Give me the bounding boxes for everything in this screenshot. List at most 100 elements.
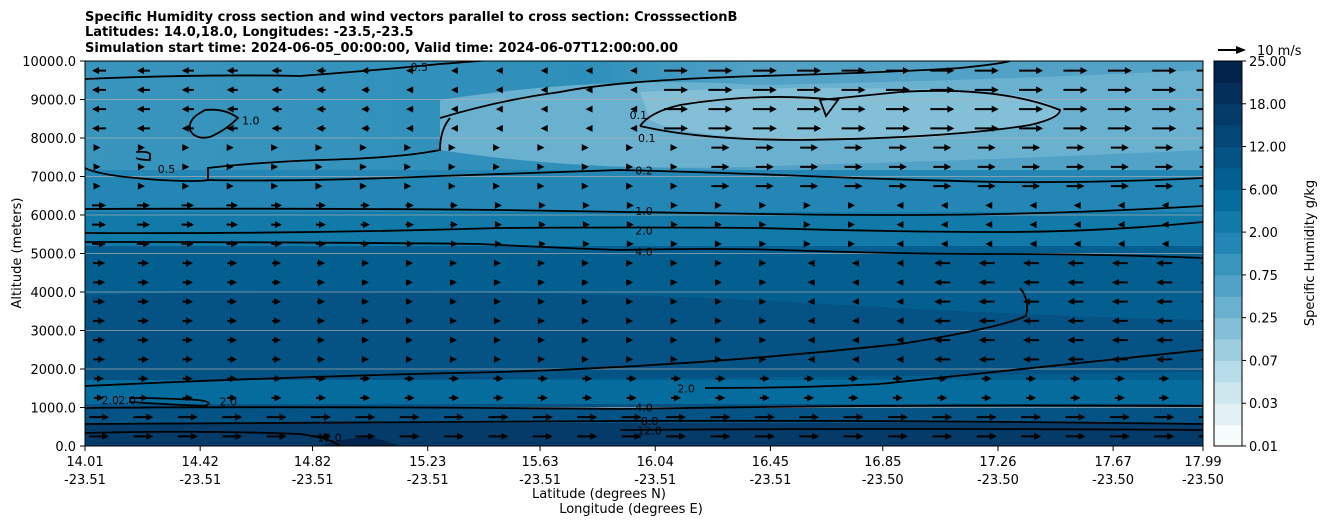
wind-arrow-head xyxy=(814,124,822,132)
x-tick-label-lon: -23.50 xyxy=(862,473,904,488)
wind-arrow-head xyxy=(984,375,992,383)
wind-arrow-head xyxy=(1111,298,1119,306)
wind-arrow-head xyxy=(1200,261,1203,265)
wind-arrow-head xyxy=(1117,240,1125,248)
wind-arrow-head xyxy=(361,86,369,94)
wind-arrow-head xyxy=(718,375,726,383)
wind-arrow-head xyxy=(714,317,722,325)
wind-arrow-head xyxy=(361,355,369,363)
wind-arrow-head xyxy=(934,298,942,306)
wind-vector-field xyxy=(89,67,1214,440)
wind-arrow-head xyxy=(722,144,730,152)
wind-arrow-head xyxy=(989,413,997,421)
colorbar-tick-label: 0.07 xyxy=(1249,354,1278,369)
contour-0.1-lower xyxy=(639,89,1061,141)
wind-arrow-head xyxy=(230,240,238,248)
wind-arrow-head xyxy=(274,201,282,209)
quiver-key-label: 10 m/s xyxy=(1257,44,1302,59)
wind-arrow-head xyxy=(581,163,589,171)
wind-arrow-head xyxy=(899,182,907,190)
x-tick-label-lat: 17.67 xyxy=(1095,455,1132,470)
contour-label: 2.0 xyxy=(102,394,120,407)
wind-arrow-head xyxy=(361,278,369,286)
wind-arrow-head xyxy=(143,240,151,248)
wind-arrow-head xyxy=(271,124,279,132)
wind-arrow-head xyxy=(725,86,733,94)
colorbar-swatch xyxy=(1214,253,1242,276)
wind-arrow-head xyxy=(1161,201,1169,209)
wind-arrow-head xyxy=(317,317,325,325)
wind-arrow-head xyxy=(537,278,545,286)
wind-arrow-head xyxy=(496,375,504,383)
wind-arrow-head xyxy=(450,201,458,209)
wind-arrow-head xyxy=(811,163,819,171)
wind-arrow-head xyxy=(449,317,457,325)
wind-arrow-head xyxy=(585,394,593,402)
wind-arrow-head xyxy=(142,317,150,325)
colorbar-swatch xyxy=(1214,381,1242,404)
wind-arrow-head xyxy=(99,240,107,248)
wind-arrow-head xyxy=(585,124,593,132)
wind-arrow-head xyxy=(540,67,548,75)
wind-arrow-head xyxy=(361,336,369,344)
wind-arrow-head xyxy=(766,163,774,171)
wind-arrow-head xyxy=(452,394,460,402)
wind-arrow-head xyxy=(858,124,866,132)
wind-arrow-head xyxy=(230,221,238,229)
wind-arrow-head xyxy=(1036,67,1044,75)
wind-arrow-head xyxy=(582,240,590,248)
wind-arrow-head xyxy=(182,182,190,190)
wind-arrow-head xyxy=(978,298,986,306)
wind-arrow-head xyxy=(186,355,194,363)
y-tick-label: 0.0 xyxy=(55,440,76,455)
wind-arrow-head xyxy=(1162,394,1170,402)
wind-arrow-head xyxy=(856,413,864,421)
wind-arrow-head xyxy=(362,221,370,229)
wind-arrow-head xyxy=(492,144,500,152)
wind-arrow-head xyxy=(945,413,953,421)
wind-arrow-head xyxy=(670,298,678,306)
wind-arrow-head xyxy=(495,86,503,94)
wind-arrow-head xyxy=(226,182,234,190)
wind-arrow-head xyxy=(494,201,502,209)
contour-label: 2.0 xyxy=(220,396,238,409)
wind-arrow-head xyxy=(626,163,634,171)
wind-arrow-head xyxy=(363,394,371,402)
wind-arrow-head xyxy=(1023,278,1031,286)
wind-arrow-head xyxy=(581,278,589,286)
wind-arrow-head xyxy=(1124,124,1132,132)
wind-arrow-head xyxy=(493,355,501,363)
wind-arrow-head xyxy=(991,67,999,75)
wind-arrow-head xyxy=(626,182,634,190)
x-tick-label-lon: -23.50 xyxy=(1182,473,1224,488)
wind-arrow-head xyxy=(1117,394,1125,402)
chart-title-line-1: Specific Humidity cross section and wind… xyxy=(85,10,737,25)
wind-arrow-head xyxy=(404,182,412,190)
wind-arrow-head xyxy=(985,201,993,209)
wind-arrow-head xyxy=(1207,375,1214,382)
wind-arrow-head xyxy=(769,124,777,132)
wind-arrow-head xyxy=(146,413,154,421)
wind-arrow-head xyxy=(405,336,413,344)
wind-arrow-head xyxy=(896,221,904,229)
fill-band-low xyxy=(85,380,1203,407)
wind-arrow-head xyxy=(1111,355,1119,363)
wind-arrow-head xyxy=(1117,221,1125,229)
wind-arrow-head xyxy=(1111,259,1119,267)
wind-arrow-head xyxy=(229,259,237,267)
wind-arrow-head xyxy=(361,124,369,132)
wind-arrow-head xyxy=(1156,355,1164,363)
wind-arrow-head xyxy=(759,317,767,325)
wind-arrow-head xyxy=(851,375,859,383)
wind-arrow-head xyxy=(581,182,589,190)
wind-arrow-head xyxy=(317,336,325,344)
wind-arrow-head xyxy=(1124,67,1132,75)
wind-arrow-head xyxy=(988,163,996,171)
wind-arrow-head xyxy=(493,278,501,286)
wind-arrow-head xyxy=(1073,201,1081,209)
wind-arrow-head xyxy=(92,67,100,75)
wind-arrow-head xyxy=(978,278,986,286)
wind-arrow-head xyxy=(226,67,234,75)
wind-arrow-head xyxy=(634,413,642,421)
x-tick-label-lat: 15.23 xyxy=(409,455,446,470)
